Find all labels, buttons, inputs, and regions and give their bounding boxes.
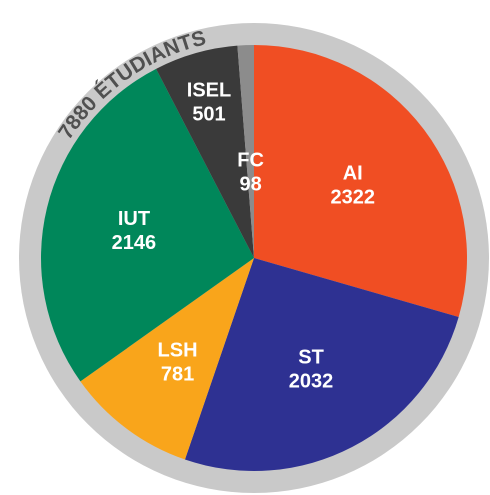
slice-value: 2032 [289,371,334,393]
slice-value: 2146 [112,232,157,254]
slices [41,45,468,471]
slice-label: ISEL [187,79,231,101]
slice-value: 501 [192,103,225,125]
slice-label: FC [237,150,264,172]
slice-label: ST [298,347,324,369]
pie-slice [237,45,254,258]
slice-value: 781 [161,363,194,385]
pie-slice [254,45,468,318]
pie-slice [80,258,254,460]
slice-label: AI [343,163,363,185]
slice-value: 98 [239,174,261,196]
slice-value: 2322 [330,187,375,209]
slice-label: IUT [118,208,150,230]
pie-slice [156,45,254,258]
slice-label: LSH [158,339,198,361]
pie-slice [41,68,254,382]
pie-slice [184,258,459,471]
